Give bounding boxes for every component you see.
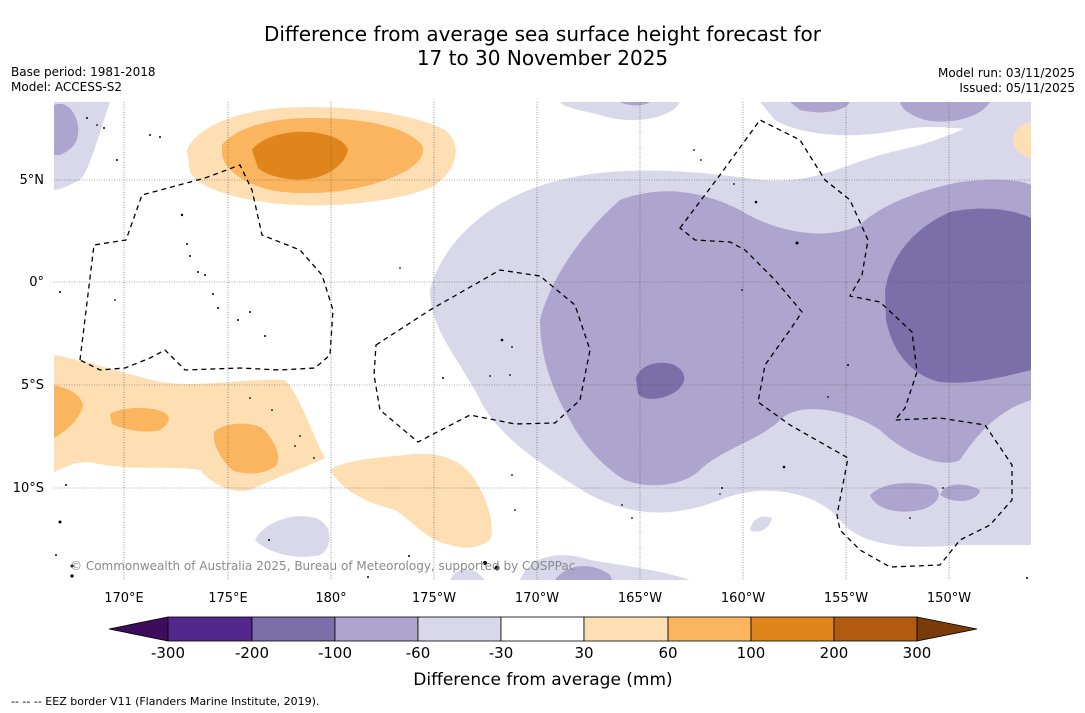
- medium-purple-top-right: [790, 102, 990, 122]
- base-period: Base period: 1981-2018: [11, 65, 156, 79]
- lon-label: 170°W: [515, 591, 559, 606]
- medium-purple-blob-se2: [940, 484, 980, 502]
- colorbar: [108, 616, 978, 642]
- colorbar-extend-low: [108, 616, 169, 642]
- light-orange-east: [1013, 123, 1031, 158]
- model-run: Model run: 03/11/2025: [937, 66, 1075, 80]
- map-area: © Commonwealth of Australia 2025, Bureau…: [54, 102, 1031, 580]
- colorbar-bin: [833, 616, 918, 642]
- colorbar-tick: -30: [489, 644, 514, 662]
- anomaly-dark-purple: [636, 208, 1031, 399]
- lon-label: 175°E: [208, 591, 248, 606]
- medium-purple-blob-se: [870, 483, 939, 512]
- lon-label: 165°W: [618, 591, 662, 606]
- meta-right: Model run: 03/11/2025 Issued: 05/11/2025: [938, 66, 1075, 96]
- colorbar-bin: [750, 616, 835, 642]
- medium-orange-blob1: [110, 407, 169, 432]
- lat-label: 0°: [29, 275, 44, 290]
- title-line-2: 17 to 30 November 2025: [416, 46, 669, 70]
- colorbar-bin: [251, 616, 336, 642]
- islands: [55, 117, 1028, 579]
- colorbar-tick: 200: [820, 644, 849, 662]
- colorbar-extend-high: [916, 616, 978, 642]
- lon-label: 175°W: [412, 591, 456, 606]
- latitude-labels: 5°N 0° 5°S 10°S: [13, 173, 44, 496]
- lat-label: 5°S: [21, 378, 44, 393]
- lon-label: 170°E: [104, 591, 144, 606]
- medium-purple-west: [54, 103, 79, 155]
- colorbar-bin: [500, 616, 585, 642]
- lat-label: 10°S: [13, 481, 44, 496]
- colorbar-tick: 100: [737, 644, 766, 662]
- light-purple-top: [560, 102, 680, 121]
- colorbar-ticks: -300 -200 -100 -60 -30 30 60 100 200 300: [151, 644, 931, 662]
- dark-purple-east: [885, 208, 1031, 383]
- light-purple-blob-s2: [450, 568, 485, 580]
- gridlines: [54, 102, 1031, 580]
- colorbar-tick: -60: [406, 644, 431, 662]
- colorbar-bin: [667, 616, 752, 642]
- colorbar-bin: [583, 616, 669, 642]
- colorbar-tick: 300: [903, 644, 932, 662]
- eez-borders: [79, 119, 1013, 568]
- light-purple-blob-se: [750, 516, 772, 532]
- colorbar-bin: [417, 616, 502, 642]
- lon-label: 155°W: [824, 591, 868, 606]
- colorbar-label: Difference from average (mm): [413, 670, 672, 690]
- colorbar-tick: 30: [574, 644, 593, 662]
- eez-kiribati-line: [679, 119, 1013, 568]
- medium-orange-west: [54, 385, 83, 438]
- lon-label: 180°: [315, 591, 346, 606]
- meta-left: Base period: 1981-2018 Model: ACCESS-S2: [11, 65, 156, 95]
- colorbar-tick: -200: [235, 644, 269, 662]
- eez-legend: -- -- -- EEZ border V11 (Flanders Marine…: [11, 695, 320, 708]
- colorbar-bin: [167, 616, 253, 642]
- dark-orange-north: [252, 131, 348, 180]
- model-name: Model: ACCESS-S2: [11, 80, 123, 94]
- light-orange-south: [330, 453, 492, 548]
- colorbar-bin: [334, 616, 419, 642]
- medium-purple-top: [620, 102, 650, 106]
- light-purple-blob-sw: [255, 516, 330, 557]
- medium-orange-blob2: [213, 423, 279, 474]
- colorbar-tick: -100: [318, 644, 352, 662]
- issued-date: Issued: 05/11/2025: [959, 81, 1075, 95]
- colorbar-tick: 60: [658, 644, 677, 662]
- anomaly-dark-orange: [252, 131, 348, 180]
- eez-kiribati-phoenix: [373, 269, 591, 443]
- copyright-notice: © Commonwealth of Australia 2025, Bureau…: [70, 559, 575, 573]
- title-line-1: Difference from average sea surface heig…: [263, 22, 822, 46]
- dark-purple-blob: [636, 362, 685, 399]
- lat-label: 5°N: [20, 173, 45, 188]
- eez-kiribati-gilberts: [79, 164, 334, 371]
- medium-purple-blob-s: [555, 565, 612, 580]
- lon-label: 160°W: [721, 591, 765, 606]
- colorbar-tick: -300: [151, 644, 185, 662]
- chart-title: Difference from average sea surface heig…: [0, 22, 1085, 70]
- longitude-labels: 170°E 175°E 180° 175°W 170°W 165°W 160°W…: [104, 591, 971, 606]
- lon-label: 150°W: [927, 591, 971, 606]
